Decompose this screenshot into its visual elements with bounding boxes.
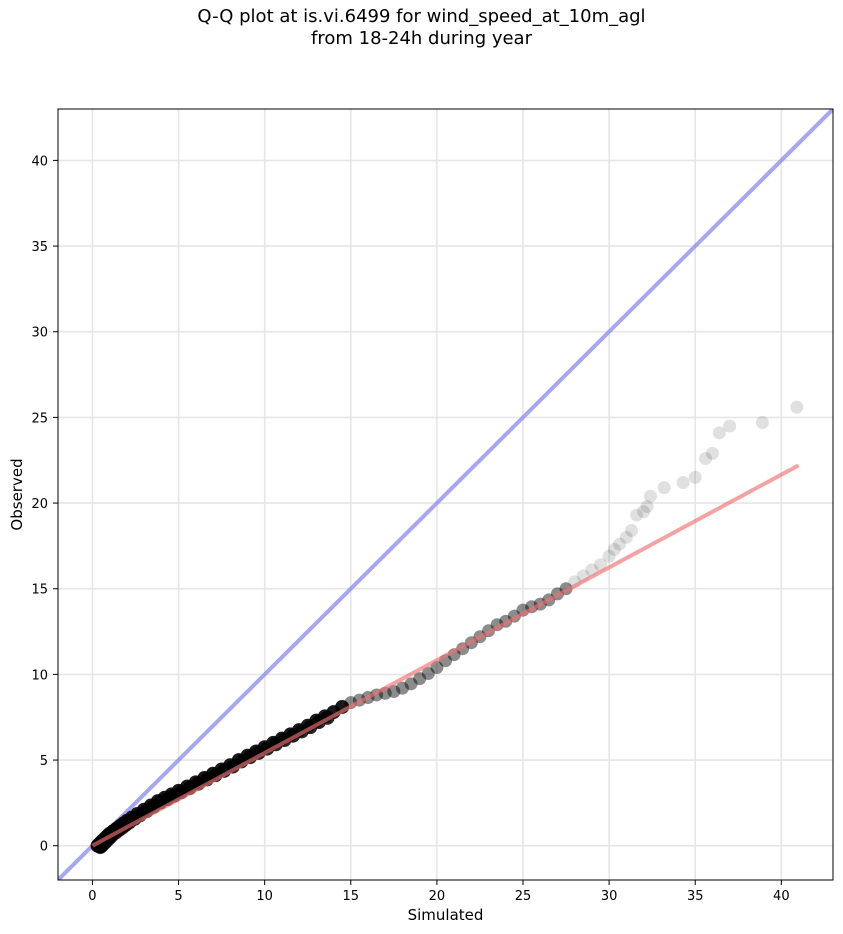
y-tick-label: 15 xyxy=(31,583,48,598)
data-point xyxy=(630,508,644,522)
data-point xyxy=(643,489,657,503)
y-tick-label: 0 xyxy=(40,840,48,855)
fit-line xyxy=(91,463,800,848)
grid-lines xyxy=(58,109,833,880)
chart-title-line-2: from 18-24h during year xyxy=(311,28,532,49)
y-axis-ticks: 0 5 10 15 20 25 30 35 40 xyxy=(31,154,58,855)
x-axis-ticks: 0 5 10 15 20 25 30 35 40 xyxy=(88,880,790,904)
data-point xyxy=(594,558,607,572)
data-point xyxy=(657,481,671,495)
x-tick-label: 35 xyxy=(687,889,704,904)
data-point xyxy=(705,446,719,460)
x-tick-label: 0 xyxy=(88,889,96,904)
y-tick-label: 35 xyxy=(31,240,48,255)
x-tick-label: 20 xyxy=(429,889,446,904)
data-point xyxy=(404,677,418,691)
chart-title: Q-Q plot at is.vi.6499 for wind_speed_at… xyxy=(0,6,843,50)
identity-line xyxy=(58,109,833,880)
data-points xyxy=(90,400,804,855)
y-tick-label: 30 xyxy=(31,326,48,341)
data-point xyxy=(676,476,690,490)
y-tick-label: 10 xyxy=(31,668,48,683)
data-point xyxy=(413,672,427,686)
y-tick-label: 40 xyxy=(31,154,48,169)
axes-frame xyxy=(57,108,834,881)
data-point xyxy=(602,549,616,563)
x-axis-label: Simulated xyxy=(408,906,484,924)
data-point xyxy=(637,505,651,519)
data-point xyxy=(723,419,737,433)
data-point xyxy=(387,685,401,699)
data-point xyxy=(395,681,409,695)
chart-title-line-1: Q-Q plot at is.vi.6499 for wind_speed_at… xyxy=(197,6,646,27)
x-tick-label: 40 xyxy=(773,889,790,904)
plot-area xyxy=(58,109,833,880)
data-point xyxy=(699,452,713,466)
data-point xyxy=(619,530,633,544)
data-point xyxy=(421,667,435,681)
data-point xyxy=(712,426,726,440)
data-point xyxy=(430,661,444,675)
y-tick-label: 5 xyxy=(40,754,48,769)
data-point xyxy=(790,400,804,414)
data-point xyxy=(625,523,638,537)
x-tick-label: 25 xyxy=(515,889,532,904)
y-axis-label: Observed xyxy=(8,458,26,530)
data-point xyxy=(640,499,654,513)
x-tick-label: 15 xyxy=(343,889,360,904)
y-tick-label: 20 xyxy=(31,497,48,512)
y-tick-label: 25 xyxy=(31,411,48,426)
data-point xyxy=(755,416,769,430)
x-tick-label: 10 xyxy=(256,889,273,904)
data-point xyxy=(607,542,621,556)
x-tick-label: 5 xyxy=(174,889,182,904)
data-point xyxy=(612,537,626,551)
data-point xyxy=(688,470,702,484)
x-tick-label: 30 xyxy=(601,889,618,904)
